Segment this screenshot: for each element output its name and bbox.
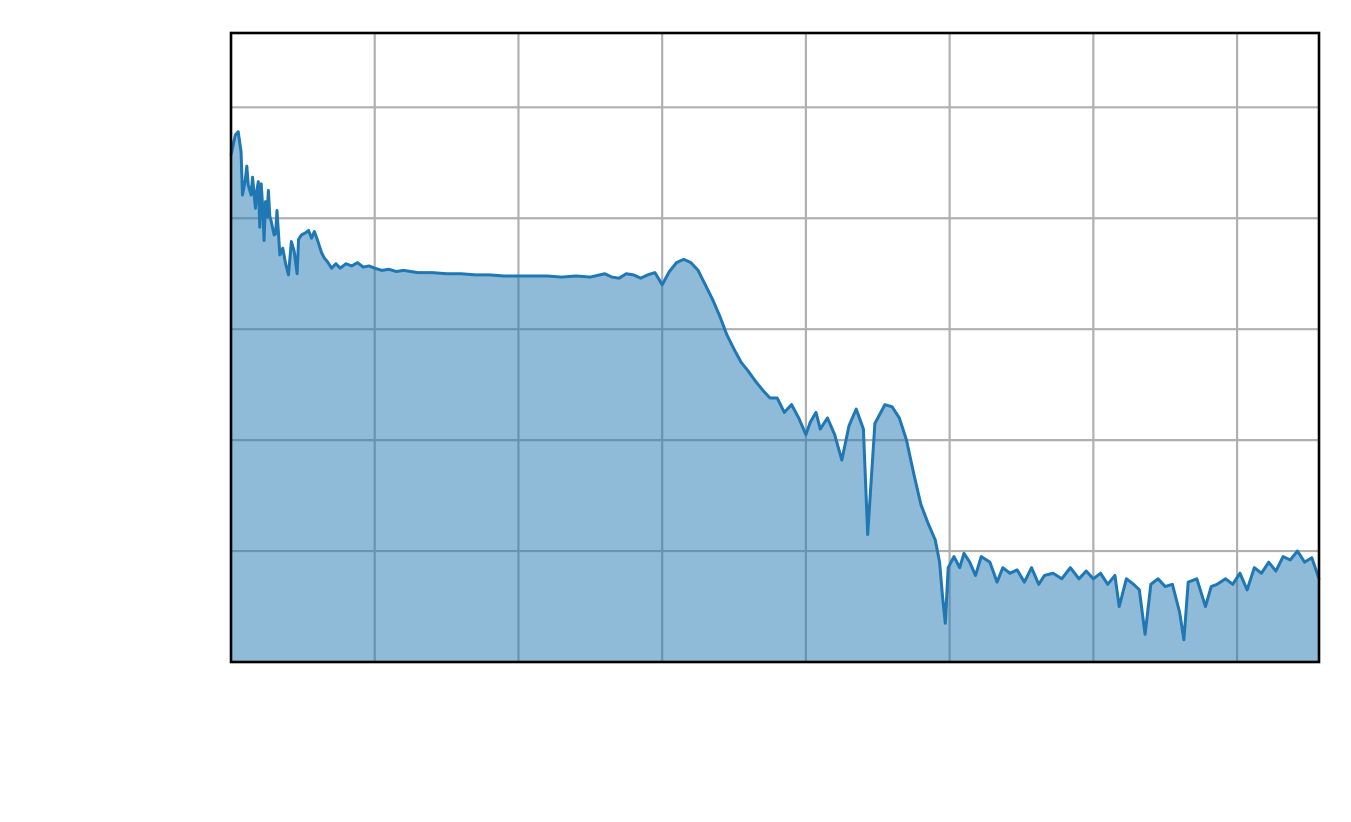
plot-frame bbox=[229, 31, 1321, 664]
series-area-fill bbox=[231, 131, 1319, 663]
series-line bbox=[229, 130, 1321, 642]
